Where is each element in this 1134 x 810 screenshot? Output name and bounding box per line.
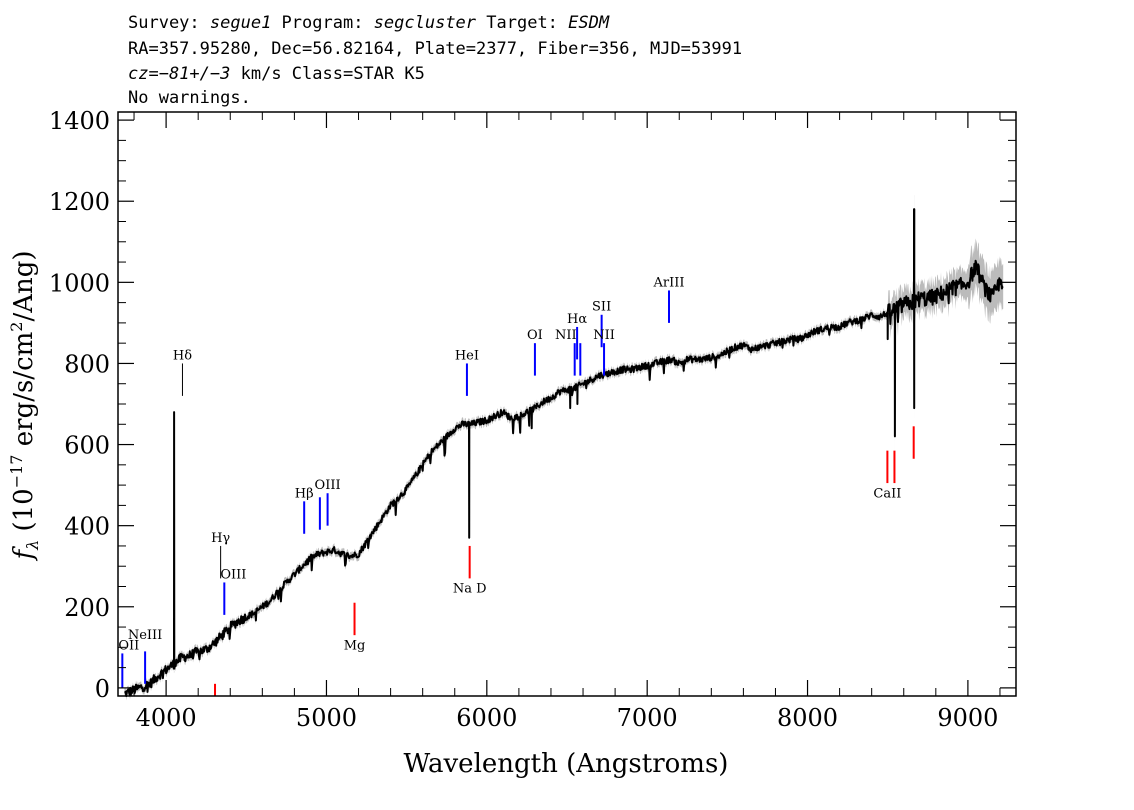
- error-band: [124, 195, 1004, 701]
- header-line-1: Survey: segue1 Program: segcluster Targe…: [128, 13, 610, 33]
- line-label-h--2: Hδ: [173, 348, 192, 363]
- target-value: ESDM: [568, 13, 610, 33]
- survey-value: segue1: [210, 13, 271, 33]
- x-axis-title: Wavelength (Angstroms): [404, 749, 729, 779]
- header: Survey: segue1 Program: segcluster Targe…: [128, 13, 742, 108]
- header-line-4: No warnings.: [128, 88, 251, 108]
- y-axis-exp2: 2: [7, 322, 26, 332]
- line-label-nii-10: NII: [555, 328, 577, 343]
- y-tick-label-800: 800: [64, 350, 110, 378]
- line-label-oiii-7: OIII: [315, 478, 341, 493]
- cz-value: −81+/−3: [159, 64, 231, 84]
- y-tick-label-200: 200: [64, 594, 110, 622]
- y-axis-close: /Ang): [9, 250, 39, 321]
- line-label-sii-13: SII: [592, 300, 611, 315]
- plot-frame: [117, 111, 1017, 697]
- x-tick-label-9000: 9000: [937, 704, 998, 732]
- target-label: Target:: [476, 13, 568, 33]
- line-label-oi-9: OI: [527, 328, 543, 343]
- y-axis-open: (10: [9, 488, 39, 540]
- line-label-oii-0: OII: [118, 638, 139, 653]
- spectrum-line: [124, 208, 1004, 697]
- line-label-ariii-15: ArIII: [652, 275, 684, 290]
- x-tick-label-8000: 8000: [777, 704, 838, 732]
- program-label: Program:: [271, 13, 373, 33]
- line-label-caii-18: CaII: [873, 486, 901, 501]
- x-tick-label-7000: 7000: [617, 704, 678, 732]
- program-value: segcluster: [374, 13, 477, 33]
- line-label-h--3: Hγ: [211, 531, 230, 546]
- y-axis-mid: erg/s/cm: [9, 332, 39, 455]
- line-label-oiii-4: OIII: [220, 567, 246, 582]
- cz-label: cz=: [128, 64, 159, 84]
- line-label-h--5: Hβ: [295, 486, 314, 501]
- y-tick-label-1200: 1200: [49, 188, 110, 216]
- y-axis-title: fλ (10−17 erg/s/cm2/Ang): [7, 250, 42, 561]
- x-tick-label-4000: 4000: [136, 704, 197, 732]
- plot-axes: [117, 111, 1017, 697]
- x-tick-label-5000: 5000: [296, 704, 357, 732]
- line-label-na-d-17: Na D: [453, 582, 487, 597]
- y-axis-exp: −17: [7, 455, 26, 489]
- y-tick-label-600: 600: [64, 432, 110, 460]
- x-tick-label-6000: 6000: [456, 704, 517, 732]
- y-tick-label-0: 0: [95, 675, 110, 703]
- header-line-2: RA=357.95280, Dec=56.82164, Plate=2377, …: [128, 39, 742, 59]
- y-tick-label-1400: 1400: [49, 107, 110, 135]
- survey-label: Survey:: [128, 13, 210, 33]
- class-text: km/s Class=STAR K5: [230, 64, 424, 84]
- y-tick-label-1000: 1000: [49, 269, 110, 297]
- y-axis-sub: λ: [23, 540, 42, 551]
- y-tick-label-400: 400: [64, 513, 110, 541]
- line-label-hei-8: HeI: [455, 348, 479, 363]
- line-label-neiii-1: NeIII: [128, 628, 162, 643]
- line-label-mg-16: Mg: [344, 638, 366, 653]
- spectrum-series: [124, 208, 1004, 697]
- error-band-area: [124, 195, 1004, 701]
- line-label-nii-14: NII: [593, 328, 615, 343]
- line-label-h--11: Hα: [567, 312, 587, 327]
- axis-ticks: 4000 5000 6000 7000 8000 9000 0 200 400 600 800 100…: [49, 107, 1016, 732]
- header-line-3: cz=−81+/−3 km/s Class=STAR K5: [128, 64, 425, 84]
